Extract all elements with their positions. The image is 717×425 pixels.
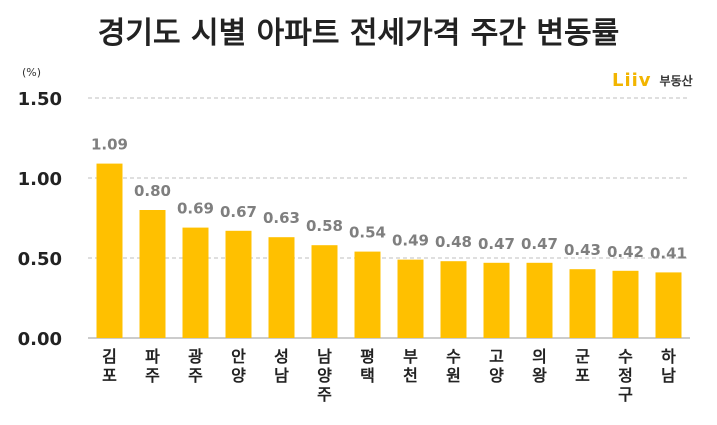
bar [139,210,166,338]
kb-liiv-logo: Liiv 부동산 [612,70,693,91]
data-label: 0.49 [392,232,429,250]
bar [483,262,510,338]
chart-title: 경기도 시별 아파트 전세가격 주간 변동률 [97,16,620,51]
bar [225,230,252,338]
bar [397,259,424,338]
bar [526,262,553,338]
logo-text: 부동산 [659,74,693,88]
bar [268,237,295,338]
bar [354,251,381,338]
data-label: 0.63 [263,209,300,227]
bar [440,261,467,338]
data-label: 0.48 [435,233,472,251]
bar [182,227,209,338]
data-label: 0.69 [177,200,214,218]
data-label: 0.80 [134,182,171,200]
y-axis-unit-label: (%) [22,66,42,79]
logo-mark: Liiv [612,70,652,91]
data-label: 0.42 [607,243,644,261]
data-label: 0.41 [650,244,687,262]
bar [569,269,596,338]
y-tick-label: 0.50 [18,249,62,270]
y-tick-label: 1.50 [18,89,62,110]
data-label: 1.09 [91,136,128,154]
data-label: 0.47 [521,235,558,253]
bar [311,245,338,338]
bar [655,272,682,338]
bar [96,163,123,338]
data-label: 0.54 [349,224,386,242]
data-label: 0.43 [564,241,601,259]
bar [612,270,639,338]
data-label: 0.67 [220,203,257,221]
y-tick-label: 1.00 [18,169,62,190]
y-tick-label: 0.00 [18,329,62,350]
data-label: 0.58 [306,217,343,235]
data-label: 0.47 [478,235,515,253]
